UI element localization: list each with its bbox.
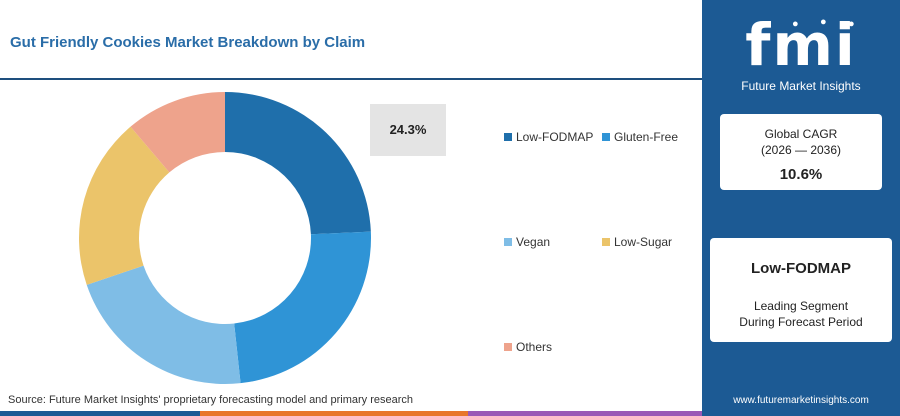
donut-slice-vegan (86, 265, 241, 384)
donut-slice-low-fodmap (225, 92, 371, 235)
legend-item-vegan: Vegan (504, 235, 550, 249)
logo-subtitle: Future Market Insights (741, 79, 861, 93)
legend-item-gluten-free: Gluten-Free (602, 130, 678, 144)
cagr-card: Global CAGR (2026 — 2036) 10.6% (720, 114, 882, 190)
segment-caption-line2: During Forecast Period (739, 315, 863, 329)
sidebar: fmi ● ● ● Future Market Insights Global … (702, 0, 900, 416)
legend-swatch (602, 238, 610, 246)
footer-segment (200, 411, 468, 416)
donut-slice-low-sugar (79, 126, 170, 285)
pin-icon: ● (848, 18, 855, 30)
legend-swatch (504, 238, 512, 246)
person-icon: ● (820, 16, 827, 28)
legend-label: Vegan (516, 235, 551, 249)
highlight-value-box: 24.3% (370, 104, 446, 156)
legend-item-others: Others (504, 340, 552, 354)
cagr-label: Global CAGR (2026 — 2036) (720, 126, 882, 158)
legend-swatch (504, 133, 512, 141)
legend-item-low-sugar: Low-Sugar (602, 235, 672, 249)
title-divider (0, 78, 702, 80)
legend-label: Others (516, 340, 553, 354)
segment-caption-line1: Leading Segment (753, 299, 849, 313)
source-note: Source: Future Market Insights' propriet… (8, 394, 413, 406)
cagr-label-line1: Global CAGR (764, 127, 838, 141)
donut-chart (79, 92, 371, 384)
cagr-label-line2: (2026 — 2036) (760, 143, 842, 157)
fmi-logo: fmi (745, 11, 857, 79)
chart-panel: Gut Friendly Cookies Market Breakdown by… (0, 34, 702, 416)
page-title: Gut Friendly Cookies Market Breakdown by… (10, 34, 366, 51)
donut-slice-others (130, 92, 225, 173)
footer-segment (468, 411, 702, 416)
footer-segment (0, 411, 200, 416)
legend-label: Low-Sugar (614, 235, 673, 249)
leading-segment-card: Low-FODMAP Leading Segment During Foreca… (710, 238, 892, 342)
globe-icon: ● (792, 18, 799, 30)
legend-item-low-fodmap: Low-FODMAP (504, 130, 593, 144)
legend-label: Low-FODMAP (516, 130, 594, 144)
legend-label: Gluten-Free (614, 130, 679, 144)
leading-segment-title: Low-FODMAP (751, 260, 851, 277)
cagr-value: 10.6% (779, 166, 823, 183)
donut-slice-gluten-free (234, 231, 371, 384)
footer-color-bar (0, 411, 702, 416)
legend-swatch (602, 133, 610, 141)
legend-swatch (504, 343, 512, 351)
leading-segment-caption: Leading Segment During Forecast Period (710, 298, 892, 330)
website-link[interactable]: www.futuremarketinsights.com (733, 395, 869, 406)
